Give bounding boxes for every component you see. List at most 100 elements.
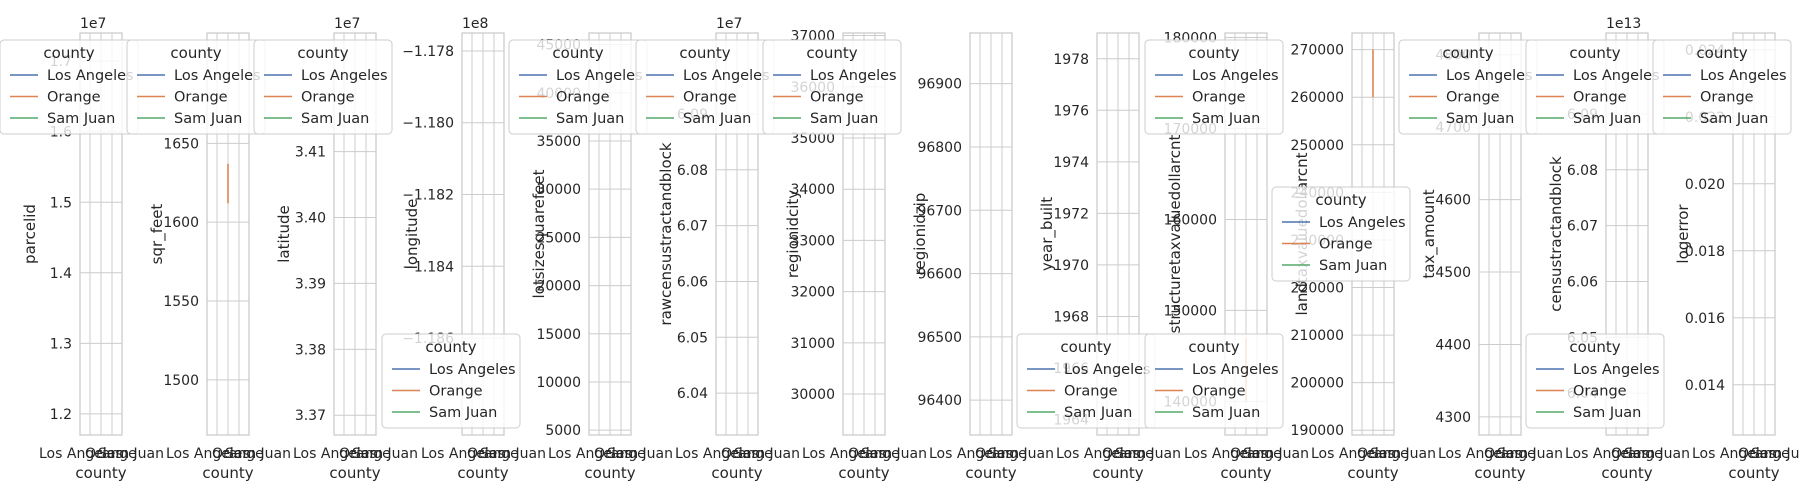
legend-entry-los-angeles: Los Angeles [1700,68,1787,84]
y-offset-label: 1e8 [462,16,488,32]
legend-entry-orange: Orange [1192,90,1246,106]
legend-title: county [43,44,94,62]
legend: county Los Angeles Orange Sam Juan [1398,39,1538,135]
x-tick-label: Los Angeles [802,446,886,462]
axes-frame [969,32,1013,436]
legend: county Los Angeles Orange Sam Juan [1271,186,1411,282]
legend-entry-los-angeles: Los Angeles [1319,215,1406,231]
legend-entry-orange: Orange [1192,384,1246,400]
axes-frame [1605,32,1649,436]
x-axis-label: county [202,464,253,482]
y-tick-label: 150000 [1164,303,1217,319]
axes-frame [715,32,759,436]
legend-entry-orange: Orange [1700,90,1754,106]
x-tick-label: Los Angeles [166,446,250,462]
y-tick-label: 260000 [1291,90,1344,106]
panel-regionidzip: 96400 96500 96600 96700 96800 96900 Los Angele… [911,32,1054,482]
x-tick-label: Los Angeles [39,446,123,462]
y-tick-label: 34000 [790,182,835,198]
legend-entry-los-angeles: Los Angeles [1192,68,1279,84]
legend-entry-sam-juan: Sam Juan [1573,111,1641,127]
x-tick-label: Orange [848,446,900,462]
legend-title: county [1696,44,1747,62]
y-tick-label: 35000 [536,134,581,150]
x-tick-label: Sam Juan [352,446,418,462]
x-axis-label: county [965,464,1016,482]
legend-entry-los-angeles: Los Angeles [1573,362,1660,378]
x-tick-label: Orange [594,446,646,462]
x-tick-label: Sam Juan [1624,446,1690,462]
y-tick-label: 6.06 [677,274,708,290]
y-tick-label: 1600 [163,215,199,231]
legend-title: county [679,44,730,62]
x-tick-label: Sam Juan [1370,446,1436,462]
y-tick-label: 3.41 [295,145,326,161]
legend-entry-los-angeles: Los Angeles [556,68,643,84]
y-axis-label: parcelid [21,204,39,264]
y-tick-label: −1.184 [402,259,454,275]
y-tick-label: 0.014 [1685,378,1725,394]
y-tick-label: 35000 [790,131,835,147]
legend-title: county [1060,338,1111,356]
legend-entry-orange: Orange [810,90,864,106]
x-tick-label: Sam Juan [1497,446,1563,462]
legend: county Los Angeles Orange Sam Juan [508,39,648,135]
legend-entry-orange: Orange [174,90,228,106]
y-tick-label: 0.020 [1685,177,1725,193]
y-tick-label: 96600 [917,267,962,283]
y-tick-label: 25000 [536,230,581,246]
legend-entry-los-angeles: Los Angeles [810,68,897,84]
y-tick-label: 30000 [536,182,581,198]
y-offset-label: 1e13 [1606,16,1641,32]
x-tick-label: Sam Juan [734,446,800,462]
y-tick-label: 6.07 [677,219,708,235]
y-tick-label: 20000 [536,279,581,295]
y-tick-label: 1.3 [50,336,72,352]
x-tick-label: Sam Juan [1751,446,1800,462]
legend-entry-orange: Orange [1573,384,1627,400]
y-tick-label: 96400 [917,393,962,409]
x-axis-label: county [1728,464,1779,482]
legend-title: county [1188,338,1239,356]
y-tick-label: 6.08 [677,163,708,179]
legend-entry-orange: Orange [683,90,737,106]
legend-frame [253,39,393,135]
legend-entry-sam-juan: Sam Juan [1700,111,1768,127]
legend: county Los Angeles Orange Sam Juan [126,39,266,135]
y-tick-label: 96800 [917,140,962,156]
x-tick-label: Orange [1484,446,1536,462]
x-tick-label: Orange [1102,446,1154,462]
axes-frame [1096,32,1140,436]
legend-title: county [425,338,476,356]
y-axis-label: latitude [275,205,293,263]
x-tick-label: Sam Juan [607,446,673,462]
legend-entry-orange: Orange [1319,237,1373,253]
legend: county Los Angeles Orange Sam Juan [381,333,521,429]
x-tick-label: Orange [1230,446,1282,462]
x-tick-label: Orange [212,446,264,462]
x-tick-label: Orange [1357,446,1409,462]
legend-title: county [1569,338,1620,356]
legend-entry-sam-juan: Sam Juan [556,111,624,127]
y-tick-label: 96500 [917,330,962,346]
x-axis-label: county [1601,464,1652,482]
x-tick-label: Sam Juan [988,446,1054,462]
y-tick-label: 1500 [163,373,199,389]
y-tick-label: 96700 [917,203,962,219]
legend: county Los Angeles Orange Sam Juan [1144,333,1284,429]
x-tick-label: Los Angeles [1184,446,1268,462]
legend-entry-sam-juan: Sam Juan [301,111,369,127]
x-axis-label: county [1347,464,1398,482]
x-tick-label: Orange [1611,446,1663,462]
y-axis-label: sqr_feet [148,204,167,265]
legend-title: county [1442,44,1493,62]
x-tick-label: Orange [975,446,1027,462]
legend-title: county [1569,44,1620,62]
legend-entry-orange: Orange [47,90,101,106]
legend-frame [1652,39,1792,135]
x-tick-label: Sam Juan [1243,446,1309,462]
legend-entry-sam-juan: Sam Juan [174,111,242,127]
legend-frame [1144,39,1284,135]
y-tick-label: −1.182 [402,188,454,204]
